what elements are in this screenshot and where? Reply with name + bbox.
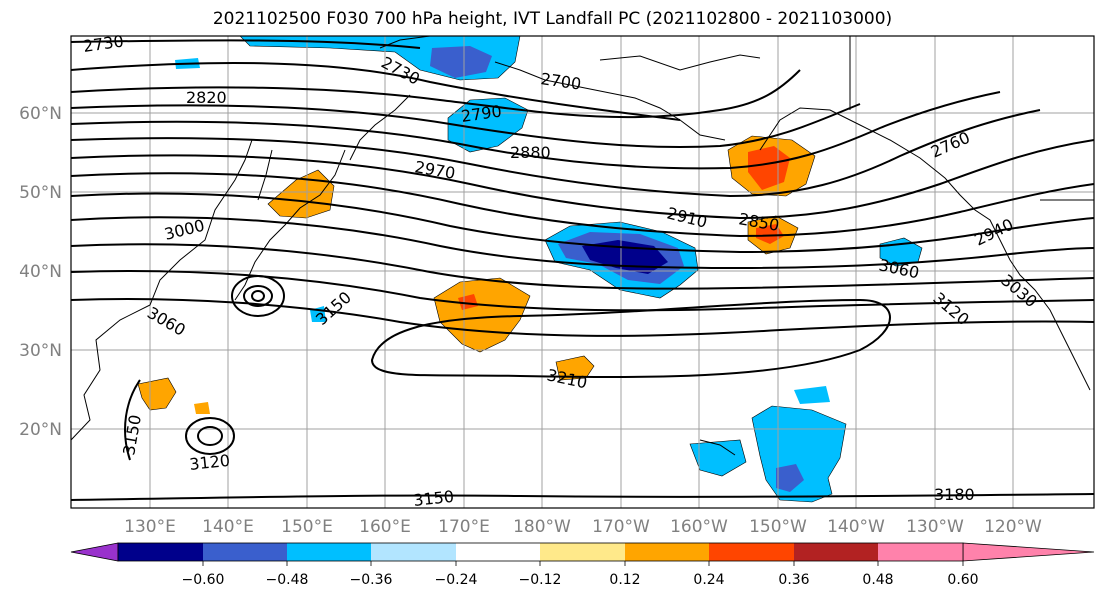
colorbar-tick-label: −0.24 — [435, 572, 478, 588]
lon-tick-label: 180°W — [513, 517, 571, 537]
lon-tick-label: 150°W — [749, 517, 807, 537]
lat-tick-label: 50°N — [19, 183, 62, 203]
colorbar-tick-label: 0.60 — [947, 572, 978, 588]
ivt-patch-west1 — [137, 377, 177, 411]
lat-tick-label: 30°N — [19, 341, 62, 361]
lon-tick-label: 160°W — [670, 517, 728, 537]
colorbar-swatch — [625, 543, 709, 561]
colorbar-swatch — [287, 543, 371, 561]
colorbar-swatch — [456, 543, 540, 561]
lon-tick-labels: 130°E 140°E 150°E 160°E 170°E 180°W 170°… — [124, 517, 1042, 537]
colorbar-tick-label: 0.24 — [693, 572, 724, 588]
colorbar-swatch — [878, 543, 963, 561]
contour-label: 2820 — [186, 88, 227, 107]
lon-tick-label: 150°E — [281, 517, 333, 537]
ivt-patch-midpac-core — [458, 294, 478, 310]
colorbar-tick-label: −0.36 — [350, 572, 393, 588]
lon-tick-label: 120°W — [984, 517, 1042, 537]
lon-tick-label: 160°E — [359, 517, 411, 537]
height-contours — [71, 39, 1094, 501]
colorbar-tick-label: −0.48 — [266, 572, 309, 588]
ivt-patch-top-core — [430, 46, 492, 78]
lon-tick-label: 170°W — [592, 517, 650, 537]
colorbar-frame — [117, 542, 964, 562]
colorbar-swatch — [203, 543, 287, 561]
ivt-patch-hawaii-core — [776, 464, 804, 492]
lat-tick-label: 20°N — [19, 420, 62, 440]
colorbar-swatch — [371, 543, 456, 561]
map-title: 2021102500 F030 700 hPa height, IVT Land… — [212, 9, 893, 29]
lon-tick-label: 130°W — [906, 517, 964, 537]
lat-tick-labels: 20°N 30°N 40°N 50°N 60°N — [19, 104, 62, 440]
colorbar-tick-label: 0.12 — [609, 572, 640, 588]
colorbar-tick-label: 0.36 — [778, 572, 809, 588]
lon-tick-label: 130°E — [124, 517, 176, 537]
colorbar-tick-label: −0.12 — [519, 572, 562, 588]
colorbar-swatch — [794, 543, 878, 561]
contour-label: 2880 — [510, 143, 551, 162]
contour-label: 3150 — [412, 487, 454, 510]
ivt-patch-hawaii — [751, 405, 847, 503]
contour-label: 3180 — [934, 485, 975, 504]
lat-tick-label: 40°N — [19, 262, 62, 282]
ivt-patch-hawaii-west — [689, 439, 747, 477]
ivt-patch-west2 — [194, 402, 210, 414]
colorbar-swatch — [118, 543, 203, 561]
colorbar-ticks — [202, 561, 964, 566]
contour-label: 3120 — [188, 451, 230, 474]
ivt-patch-hawaii-north — [794, 386, 830, 404]
colorbar-arrow-left — [70, 542, 119, 562]
lon-tick-label: 140°E — [202, 517, 254, 537]
colorbar-arrow-right — [962, 542, 1095, 562]
colorbar-swatch — [540, 543, 625, 561]
lon-tick-label: 170°E — [438, 517, 490, 537]
map-frame — [70, 35, 1095, 509]
colorbar: −0.60 −0.48 −0.36 −0.24 −0.12 0.12 0.24 … — [70, 542, 1095, 588]
colorbar-tick-label: 0.48 — [862, 572, 893, 588]
lon-tick-label: 140°W — [827, 517, 885, 537]
lat-tick-label: 60°N — [19, 104, 62, 124]
ivt-patch-gulf-core — [748, 146, 790, 190]
colorbar-tick-label: −0.60 — [182, 572, 225, 588]
colorbar-swatch — [709, 543, 794, 561]
ivt-patch-gulf-small-core — [756, 224, 784, 244]
